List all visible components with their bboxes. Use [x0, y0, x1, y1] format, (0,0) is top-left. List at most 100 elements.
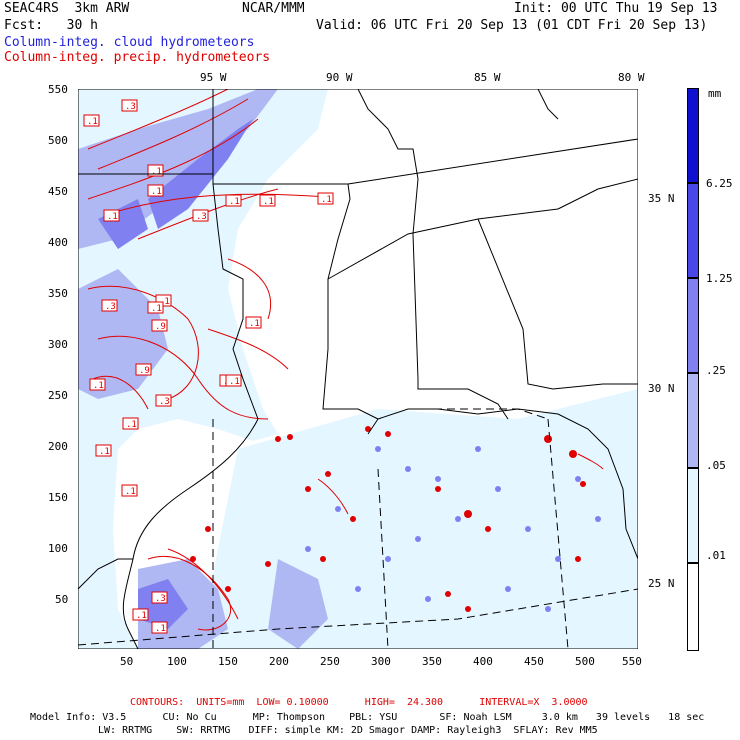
lon-label-85w: 85 W: [474, 71, 501, 84]
contour-label: .1: [147, 301, 164, 314]
x-tick-450: 450: [524, 655, 544, 668]
forecast-hour: Fcst: 30 h: [4, 18, 98, 33]
y-tick-400: 400: [48, 236, 68, 249]
x-tick-50: 50: [120, 655, 134, 668]
contour-label: .3: [101, 299, 118, 312]
colorbar-band-5: [687, 468, 699, 563]
gulf-cloud-dots: [305, 446, 601, 612]
contour-label: .3: [155, 394, 172, 407]
svg-text:.1: .1: [99, 447, 110, 457]
org-label: NCAR/MMM: [242, 1, 305, 16]
colorbar-band-1: [687, 88, 699, 183]
y-tick-200: 200: [48, 440, 68, 453]
colorbar-label: 6.25: [706, 177, 733, 190]
colorbar-label: .05: [706, 459, 726, 472]
y-tick-350: 350: [48, 287, 68, 300]
svg-text:.1: .1: [151, 167, 162, 177]
colorbar-label: 1.25: [706, 272, 733, 285]
contour-label: .1: [121, 484, 138, 497]
svg-text:.3: .3: [125, 102, 136, 112]
svg-text:.3: .3: [196, 212, 207, 222]
lon-label-90w: 90 W: [326, 71, 353, 84]
x-tick-150: 150: [218, 655, 238, 668]
x-tick-350: 350: [422, 655, 442, 668]
contour-label: .1: [147, 184, 164, 197]
contour-label: .1: [147, 164, 164, 177]
contour-label: .1: [245, 316, 262, 329]
model-title: SEAC4RS 3km ARW: [4, 1, 130, 16]
svg-text:.1: .1: [87, 117, 98, 127]
contour-label: .9: [135, 363, 152, 376]
contour-label: .3: [121, 99, 138, 112]
colorbar-label: .01: [706, 549, 726, 562]
contours-info: CONTOURS: UNITS=mm LOW= 0.10000 HIGH= 24…: [130, 697, 588, 708]
svg-text:.9: .9: [139, 366, 150, 376]
x-tick-300: 300: [371, 655, 391, 668]
svg-text:.1: .1: [107, 212, 118, 222]
svg-text:.1: .1: [136, 611, 147, 621]
contour-label: .9: [151, 319, 168, 332]
lon-label-95w: 95 W: [200, 71, 227, 84]
x-tick-100: 100: [167, 655, 187, 668]
init-time: Init: 00 UTC Thu 19 Sep 13: [514, 1, 718, 16]
colorbar-band-6: [687, 563, 699, 651]
svg-text:.3: .3: [155, 594, 166, 604]
svg-text:.1: .1: [263, 197, 274, 207]
svg-text:.1: .1: [159, 297, 170, 307]
contour-label: .1: [317, 192, 334, 205]
valid-time: Valid: 06 UTC Fri 20 Sep 13 (01 CDT Fri …: [316, 18, 708, 33]
svg-text:.3: .3: [159, 397, 170, 407]
contour-labels: .3 .1 .1 .1 .1 .3 .1 .1 .1 .3 .1 .9 .1 .…: [83, 99, 334, 634]
svg-text:.1: .1: [229, 377, 240, 387]
contour-label: .3: [192, 209, 209, 222]
colorbar-label: .25: [706, 364, 726, 377]
y-tick-550: 550: [48, 83, 68, 96]
contour-label: .1: [225, 194, 242, 207]
lon-label-80w: 80 W: [618, 71, 645, 84]
contour-label: .1: [89, 378, 106, 391]
model-info-line1: Model Info: V3.5 CU: No Cu MP: Thompson …: [30, 712, 705, 723]
y-tick-100: 100: [48, 542, 68, 555]
svg-text:.1: .1: [321, 195, 332, 205]
contour-label: .1: [259, 194, 276, 207]
y-tick-250: 250: [48, 389, 68, 402]
colorbar-units: mm: [708, 87, 722, 100]
svg-text:.1: .1: [151, 304, 162, 314]
svg-text:.3: .3: [105, 302, 116, 312]
x-tick-550: 550: [622, 655, 642, 668]
precip-cells: [190, 426, 586, 612]
lat-label-30n: 30 N: [648, 382, 675, 395]
contour-label: .1: [103, 209, 120, 222]
y-tick-450: 450: [48, 185, 68, 198]
latlon-grid: [78, 408, 638, 649]
y-tick-50: 50: [55, 593, 69, 606]
contour-label: .1: [225, 374, 242, 387]
y-tick-300: 300: [48, 338, 68, 351]
x-tick-400: 400: [473, 655, 493, 668]
svg-text:.1: .1: [155, 624, 166, 634]
contour-label: .1: [122, 417, 139, 430]
x-tick-500: 500: [575, 655, 595, 668]
contour-label: .1: [132, 608, 149, 621]
model-info-line2: LW: RRTMG SW: RRTMG DIFF: simple KM: 2D …: [98, 725, 598, 736]
field-blue-label: Column-integ. cloud hydrometeors: [4, 35, 255, 50]
x-tick-250: 250: [320, 655, 340, 668]
lat-label-25n: 25 N: [648, 577, 675, 590]
svg-text:.9: .9: [155, 322, 166, 332]
svg-text:.1: .1: [229, 197, 240, 207]
contour-label: .1: [95, 444, 112, 457]
y-tick-150: 150: [48, 491, 68, 504]
colorbar-band-3: [687, 278, 699, 373]
forecast-map: .3 .1 .1 .1 .1 .3 .1 .1 .1 .3 .1 .9 .1 .…: [78, 89, 638, 649]
lat-label-35n: 35 N: [648, 192, 675, 205]
contour-label: .1: [151, 621, 168, 634]
colorbar-band-4: [687, 373, 699, 468]
svg-text:.1: .1: [249, 319, 260, 329]
x-tick-200: 200: [269, 655, 289, 668]
colorbar-band-2: [687, 183, 699, 278]
svg-text:.1: .1: [125, 487, 136, 497]
svg-text:.1: .1: [151, 187, 162, 197]
contour-label: .1: [83, 114, 100, 127]
contour-label: .3: [151, 591, 168, 604]
field-red-label: Column-integ. precip. hydrometeors: [4, 50, 271, 65]
